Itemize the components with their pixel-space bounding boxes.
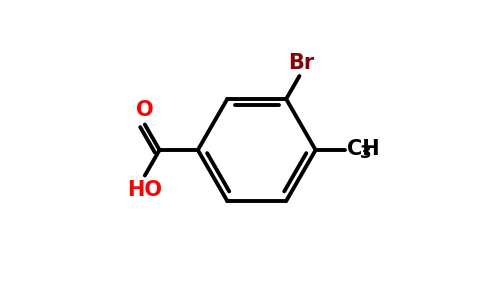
Text: 3: 3: [360, 144, 371, 162]
Text: CH: CH: [347, 139, 379, 158]
Text: O: O: [136, 100, 153, 120]
Text: HO: HO: [127, 180, 162, 200]
Text: Br: Br: [288, 52, 314, 73]
